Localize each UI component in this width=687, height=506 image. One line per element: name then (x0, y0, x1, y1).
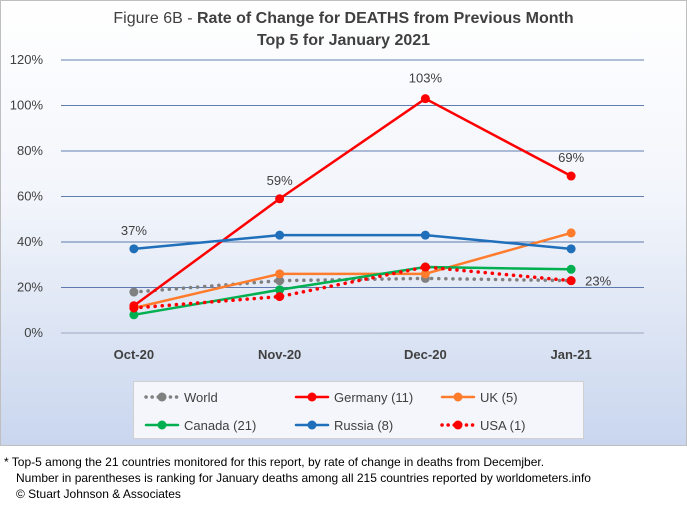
y-tick-label: 40% (17, 234, 43, 249)
y-tick-label: 120% (10, 52, 44, 67)
legend: World Germany (11) UK (5) Canada (21) Russia… (133, 381, 584, 439)
legend-swatch (294, 392, 330, 402)
footnote-line-1: * Top-5 among the 21 countries monitored… (4, 455, 545, 469)
legend-swatch-marker (157, 420, 167, 430)
legend-label: UK (5) (480, 389, 518, 405)
legend-label: Russia (8) (334, 417, 394, 433)
data-label: 69% (558, 150, 584, 165)
data-point (566, 264, 576, 274)
data-point (129, 287, 139, 297)
legend-swatch (294, 420, 330, 430)
footnote-line-3: © Stuart Johnson & Associates (16, 487, 181, 501)
data-label: 59% (267, 173, 293, 188)
footnote: * Top-5 among the 21 countries monitored… (4, 454, 684, 502)
data-label: 23% (585, 274, 611, 289)
data-point (566, 228, 576, 238)
title-subtitle: Top 5 for January 2021 (256, 32, 431, 49)
legend-item: Germany (11) (294, 387, 413, 407)
title-prefix: Figure 6B - (113, 10, 197, 27)
data-point (275, 276, 285, 286)
y-tick-label: 80% (17, 143, 43, 158)
y-tick-label: 20% (17, 280, 43, 295)
legend-swatch-marker (453, 392, 463, 402)
data-point (275, 285, 285, 295)
series-line (132, 265, 573, 310)
series-line (132, 265, 573, 317)
data-point (275, 292, 285, 302)
data-point (275, 269, 285, 279)
legend-swatch-marker (307, 420, 317, 430)
data-point (566, 276, 576, 286)
y-tick-label: 0% (24, 325, 43, 340)
legend-item: World (144, 387, 218, 407)
legend-swatch (144, 420, 180, 430)
data-point (420, 94, 430, 104)
chart-title: Figure 6B - Rate of Change for DEATHS fr… (0, 8, 687, 52)
series-line (132, 233, 573, 251)
data-point (129, 244, 139, 254)
x-tick-label: Jan-21 (551, 347, 592, 362)
data-point (129, 310, 139, 320)
legend-item: Canada (21) (144, 415, 256, 435)
data-point (420, 269, 430, 279)
legend-swatch-marker (307, 392, 317, 402)
title-main: Rate of Change for DEATHS from Previous … (196, 10, 574, 27)
y-tick-label: 100% (10, 98, 44, 113)
x-tick-label: Dec-20 (404, 347, 447, 362)
series-line (132, 231, 573, 310)
data-point (275, 230, 285, 240)
legend-item: UK (5) (440, 387, 518, 407)
data-label: 37% (121, 223, 147, 238)
legend-swatch (440, 392, 476, 402)
legend-swatch-marker (157, 392, 167, 402)
legend-swatch (144, 392, 180, 402)
legend-swatch (440, 420, 476, 430)
legend-label: World (184, 389, 218, 405)
y-tick-label: 60% (17, 189, 43, 204)
legend-item: Russia (8) (294, 415, 393, 435)
x-tick-label: Nov-20 (258, 347, 301, 362)
legend-label: USA (1) (480, 417, 526, 433)
legend-item: USA (1) (440, 415, 526, 435)
data-label: 103% (409, 71, 443, 86)
data-point (566, 171, 576, 181)
chart-panel (0, 0, 687, 446)
data-point (420, 262, 430, 272)
data-point (275, 194, 285, 204)
data-point (129, 303, 139, 313)
data-point (566, 244, 576, 254)
legend-label: Canada (21) (184, 417, 257, 433)
legend-label: Germany (11) (334, 389, 414, 405)
legend-swatch-marker (453, 420, 463, 430)
data-point (420, 230, 430, 240)
x-tick-label: Oct-20 (114, 347, 154, 362)
footnote-line-2: Number in parentheses is ranking for Jan… (16, 471, 591, 485)
plot-area: 0% 20% 40% 60% 80% 100% 120% Oct-20 Nov-20 Dec-20… (10, 52, 644, 362)
series-line (132, 97, 573, 307)
